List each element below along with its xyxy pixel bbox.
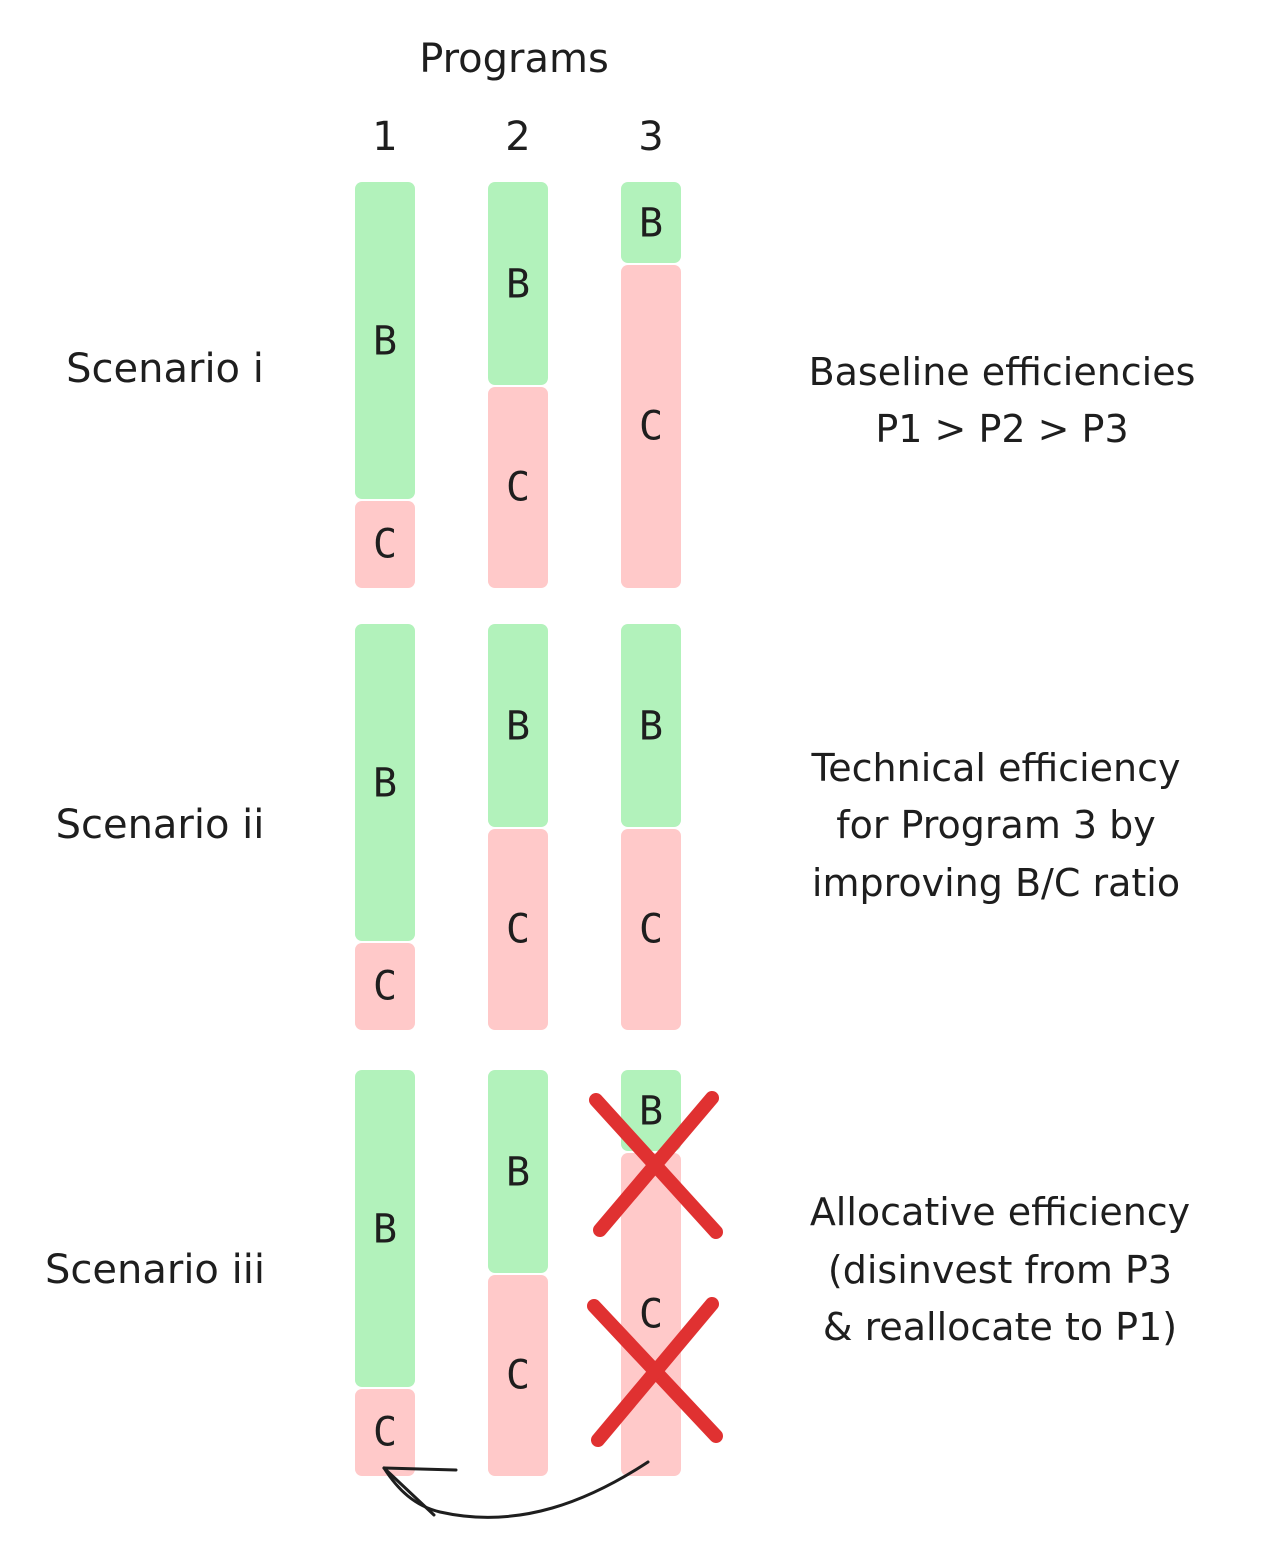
cost-segment	[355, 943, 415, 1030]
scenario-3-bars: B C B C B C	[355, 1070, 681, 1476]
cost-label: C	[506, 465, 530, 511]
benefit-label: B	[506, 1150, 530, 1196]
description-line: Baseline efficiencies	[809, 350, 1196, 394]
cross-stroke	[593, 1091, 719, 1237]
cost-segment	[621, 265, 681, 588]
cost-label: C	[506, 1353, 530, 1399]
description-line: for Program 3 by	[836, 803, 1156, 847]
cross-mark-benefit	[589, 1091, 723, 1239]
benefit-label: B	[506, 262, 530, 308]
cost-label: C	[506, 907, 530, 953]
scenario-2-bars: B C B C B C	[355, 624, 681, 1030]
programs-title: Programs	[419, 36, 609, 82]
reallocation-arrow	[382, 1460, 650, 1519]
benefit-segment	[621, 182, 681, 263]
benefit-segment	[621, 1070, 681, 1151]
description-line: (disinvest from P3	[828, 1248, 1172, 1292]
description-line: Allocative efficiency	[810, 1190, 1190, 1234]
benefit-segment	[488, 624, 548, 827]
benefit-label: B	[639, 1089, 663, 1135]
cost-label: C	[639, 404, 663, 450]
cost-segment	[621, 829, 681, 1030]
cost-label: C	[373, 522, 397, 568]
arrow-head	[382, 1466, 436, 1517]
scenario-iii-label: Scenario iii	[45, 1247, 265, 1293]
scenario-i-description: Baseline efficiencies P1 > P2 > P3	[809, 350, 1196, 451]
cost-segment	[488, 387, 548, 588]
scenario-i-label: Scenario i	[66, 346, 264, 392]
scenario-ii-label: Scenario ii	[56, 802, 265, 848]
benefit-label: B	[639, 201, 663, 247]
program-2-header: 2	[505, 114, 530, 160]
cost-label: C	[373, 1410, 397, 1456]
benefit-label: B	[373, 319, 397, 365]
benefit-segment	[355, 1070, 415, 1387]
benefit-segment	[355, 182, 415, 499]
cost-segment	[488, 1275, 548, 1476]
arrow-head	[382, 1466, 458, 1472]
benefit-segment	[488, 182, 548, 385]
cost-label: C	[639, 907, 663, 953]
description-line: & reallocate to P1)	[823, 1305, 1177, 1349]
cost-segment	[488, 829, 548, 1030]
cost-label: C	[373, 964, 397, 1010]
benefit-segment	[355, 624, 415, 941]
arrow-shaft	[382, 1460, 650, 1519]
benefit-label: B	[506, 704, 530, 750]
cross-mark-cost	[587, 1297, 723, 1447]
description-line: Technical efficiency	[811, 746, 1181, 790]
scenario-1-bars: B C B C B C	[355, 182, 681, 588]
scenario-ii-description: Technical efficiency for Program 3 by im…	[811, 746, 1181, 905]
disinvest-marks	[587, 1091, 723, 1447]
scenario-iii-description: Allocative efficiency (disinvest from P3…	[810, 1190, 1190, 1349]
program-bars: B C B C B C B C B C B C B C B C B C	[355, 182, 681, 1476]
program-3-header: 3	[638, 114, 663, 160]
cost-segment	[355, 1389, 415, 1476]
cross-stroke	[591, 1297, 719, 1447]
benefit-segment	[488, 1070, 548, 1273]
benefit-label: B	[373, 1207, 397, 1253]
description-line: P1 > P2 > P3	[875, 407, 1128, 451]
cost-label: C	[639, 1292, 663, 1338]
benefit-label: B	[639, 704, 663, 750]
program-1-header: 1	[372, 114, 397, 160]
description-line: improving B/C ratio	[812, 861, 1180, 905]
cost-segment	[355, 501, 415, 588]
benefit-label: B	[373, 761, 397, 807]
benefit-segment	[621, 624, 681, 827]
